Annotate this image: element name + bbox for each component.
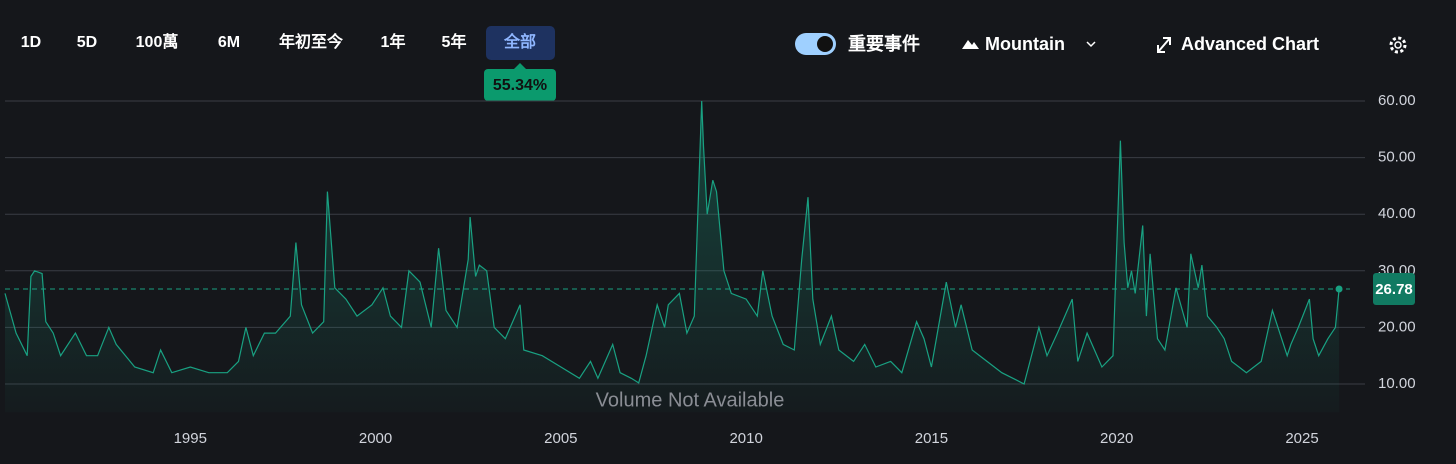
- mountain-icon: [962, 40, 979, 49]
- change-badge: [484, 69, 556, 101]
- x-tick-label: 2005: [544, 430, 577, 447]
- price-label: 26.78: [1375, 281, 1413, 298]
- range-button[interactable]: 6M: [218, 34, 240, 51]
- price-badge: [1373, 273, 1415, 306]
- range-button[interactable]: 年初至今: [279, 32, 343, 51]
- change-text: 55.34%: [493, 77, 547, 94]
- x-tick-label: 1995: [174, 430, 207, 447]
- settings-icon[interactable]: [1389, 36, 1407, 54]
- y-tick-label: 20.00: [1378, 318, 1416, 335]
- x-tick-label: 2025: [1285, 430, 1318, 447]
- chevron: [1086, 41, 1096, 48]
- settings-icon-core: [1394, 41, 1402, 49]
- y-tick-label: 50.00: [1378, 149, 1416, 166]
- x-tick-label: 2000: [359, 430, 392, 447]
- active-range-bg: [486, 26, 555, 60]
- toolbar: 1D 5D 100萬 6M 年初至今 1年 5年 全部 55.34% 重要事件 …: [21, 26, 1407, 101]
- x-tick-label: 2010: [729, 430, 762, 447]
- range-button[interactable]: 全部: [503, 32, 536, 51]
- expand-icon: [1157, 37, 1171, 53]
- range-button[interactable]: 5年: [442, 32, 467, 51]
- last-point: [1335, 285, 1343, 293]
- volume-note: Volume Not Available: [596, 389, 785, 411]
- area: [5, 101, 1340, 413]
- events-label[interactable]: 重要事件: [848, 33, 920, 54]
- advanced-chart[interactable]: Advanced Chart: [1181, 34, 1319, 54]
- tooltip-arrow: [514, 63, 526, 69]
- x-tick-label: 2015: [915, 430, 948, 447]
- y-tick-label: 10.00: [1378, 375, 1416, 392]
- line: [4, 100, 1340, 385]
- chart-style[interactable]: Mountain: [985, 34, 1065, 54]
- x-tick-label: 2020: [1100, 430, 1133, 447]
- range-button[interactable]: 1D: [21, 34, 41, 51]
- range-button[interactable]: 100萬: [136, 32, 179, 51]
- toggle-knob: [817, 36, 833, 52]
- y-tick-label: 60.00: [1378, 92, 1416, 109]
- range-button[interactable]: 1年: [381, 32, 406, 51]
- y-tick-label: 40.00: [1378, 205, 1416, 222]
- range-button[interactable]: 5D: [77, 34, 97, 51]
